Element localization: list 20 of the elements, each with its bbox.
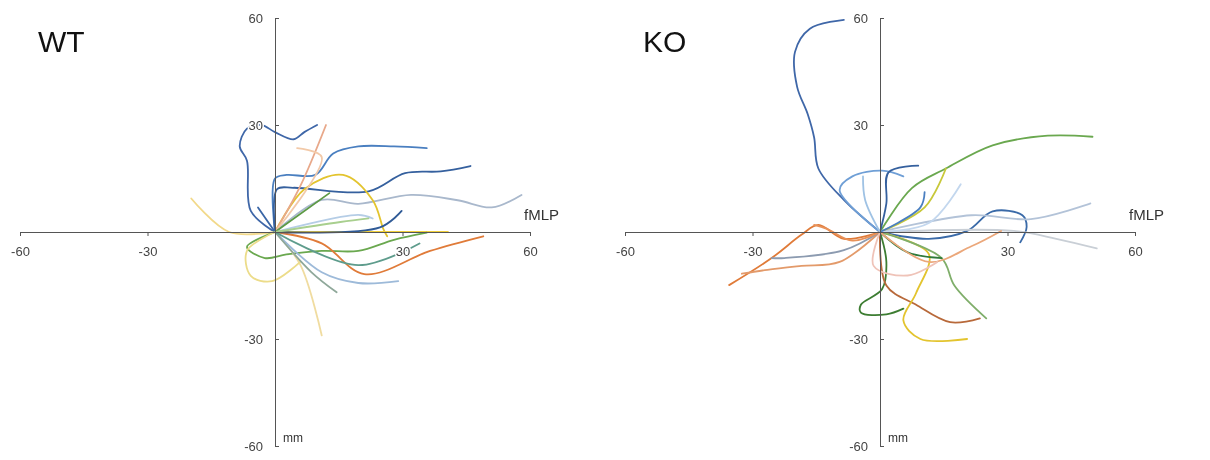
chart-title: KO [643, 25, 687, 58]
x-tick-label: -30 [138, 243, 158, 259]
x-tick-label: 30 [1000, 243, 1016, 259]
x-tick-label: -60 [11, 243, 30, 259]
y-tick-label: 60 [248, 10, 263, 26]
y-tick-label: 30 [853, 117, 868, 133]
x-axis-title: fMLP [1129, 206, 1165, 223]
chart-title: WT [38, 25, 85, 58]
x-tick-label: -30 [743, 243, 763, 259]
y-tick-label: -30 [244, 331, 263, 347]
y-tick-label: 60 [853, 10, 868, 26]
x-tick-label: 60 [523, 243, 538, 259]
y-tick-label: -60 [244, 438, 263, 454]
annotation: mm [888, 431, 908, 445]
x-axis-title: fMLP [524, 206, 560, 223]
y-tick-label: -60 [849, 438, 868, 454]
x-tick-label: 60 [1128, 243, 1143, 259]
y-tick-label: -30 [849, 331, 868, 347]
x-tick-label: -60 [616, 243, 635, 259]
annotation: mm [283, 431, 303, 445]
